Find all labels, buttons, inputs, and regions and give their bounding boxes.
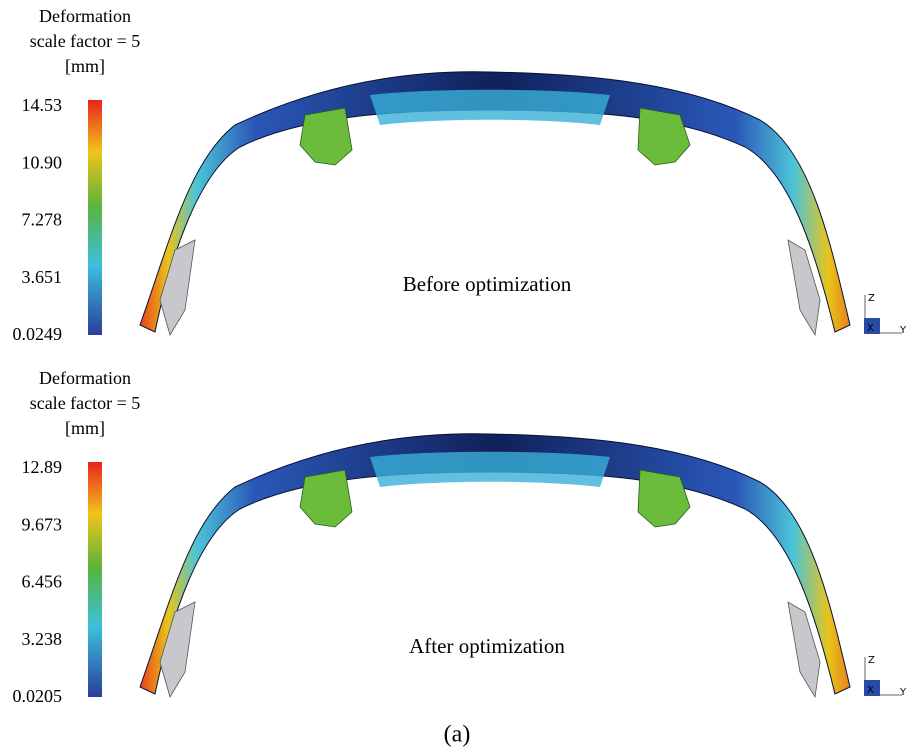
legend-title: scale factor = 5: [30, 393, 141, 413]
colorbar-label: 9.673: [22, 514, 63, 534]
colorbar-label: 0.0249: [13, 324, 63, 344]
bumper-bracket: [300, 108, 352, 165]
axis-label: Z: [868, 655, 875, 666]
colorbar: [88, 462, 102, 697]
colorbar-label: 0.0205: [13, 686, 63, 706]
axis-label: X: [867, 685, 874, 696]
legend-title: Deformation: [39, 368, 131, 388]
bumper-center: [370, 452, 610, 487]
bumper-center: [370, 90, 610, 125]
legend-title: Deformation: [39, 6, 131, 26]
colorbar-label: 14.53: [22, 95, 63, 115]
axis-label: Y: [899, 687, 907, 698]
legend-title: scale factor = 5: [30, 31, 141, 51]
panel: Deformation scale factor = 5 [mm]12.89 9.67…: [13, 368, 908, 706]
colorbar-label: 7.278: [22, 210, 63, 230]
figure: (a) Deformationscale factor = 5[mm]14.53…: [0, 0, 915, 754]
axis-label: Y: [899, 325, 907, 336]
caption: (a): [444, 722, 471, 748]
legend-title: [mm]: [65, 56, 105, 76]
legend-title: [mm]: [65, 418, 105, 438]
axis-label: X: [867, 323, 874, 334]
colorbar-label: 12.89: [22, 457, 63, 477]
panel-label: Before optimization: [403, 272, 572, 296]
panel: Deformation scale factor = 5 [mm]14.53 10.9…: [13, 6, 908, 344]
colorbar: [88, 100, 102, 335]
colorbar-label: 10.90: [22, 152, 63, 172]
colorbar-label: 3.651: [22, 267, 63, 287]
colorbar-label: 6.456: [22, 572, 63, 592]
bumper-bracket: [300, 470, 352, 527]
panel-label: After optimization: [409, 634, 565, 658]
colorbar-label: 3.238: [22, 629, 63, 649]
axis-label: Z: [868, 293, 875, 304]
